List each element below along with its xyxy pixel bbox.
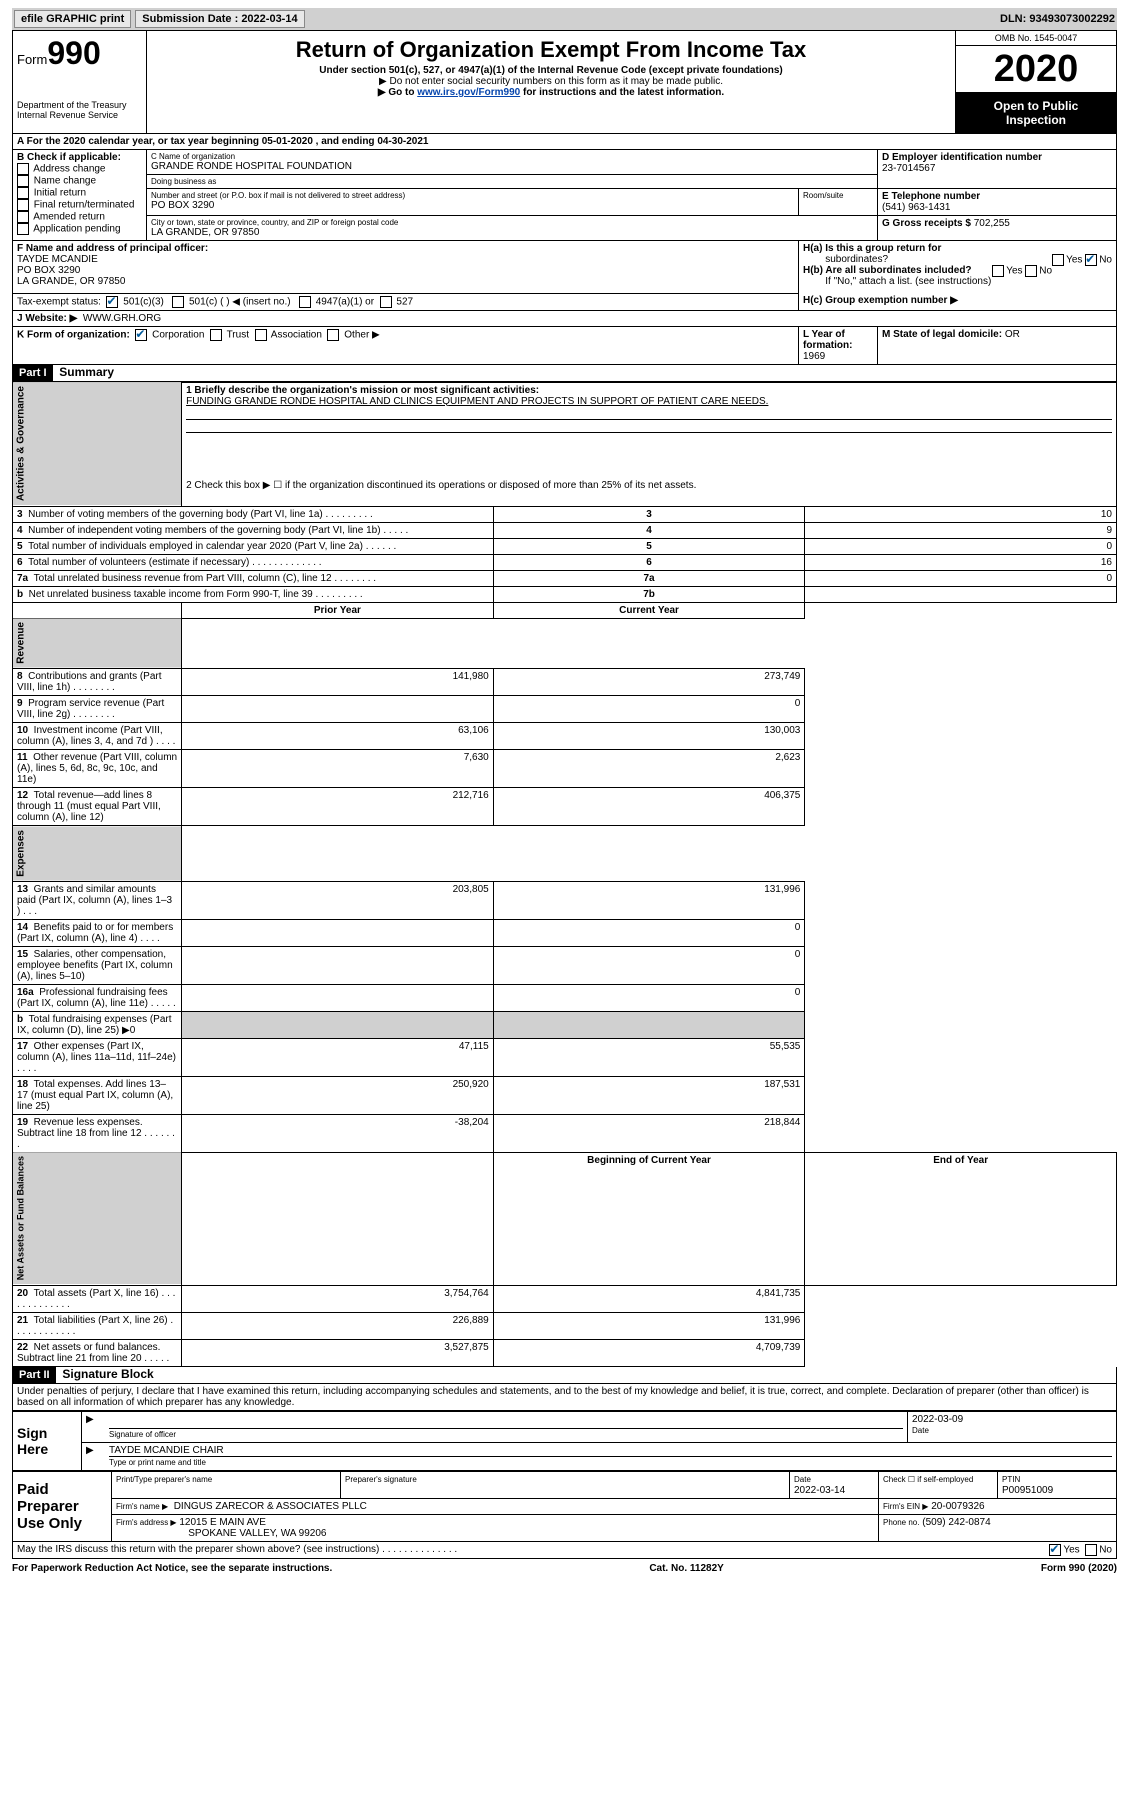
revenue-row: 11 Other revenue (Part VIII, column (A),…: [13, 750, 1117, 788]
ein: 23-7014567: [882, 163, 1112, 174]
street: PO BOX 3290: [151, 200, 794, 211]
label-expenses: Expenses: [13, 826, 182, 882]
top-toolbar: efile GRAPHIC print Submission Date : 20…: [12, 8, 1117, 30]
gov-row: 3 Number of voting members of the govern…: [13, 506, 1117, 522]
box-b-item[interactable]: Final return/terminated: [17, 199, 142, 211]
footer-left: For Paperwork Reduction Act Notice, see …: [12, 1563, 332, 1574]
sig-date: 2022-03-09: [912, 1414, 1112, 1425]
revenue-row: 9 Program service revenue (Part VIII, li…: [13, 696, 1117, 723]
box-b-title: B Check if applicable:: [17, 152, 142, 163]
box-b-item[interactable]: Amended return: [17, 211, 142, 223]
footer-right: Form 990 (2020): [1041, 1563, 1117, 1574]
expense-row: 14 Benefits paid to or for members (Part…: [13, 919, 1117, 946]
netassets-row: 22 Net assets or fund balances. Subtract…: [13, 1340, 1117, 1367]
officer-addr2: LA GRANDE, OR 97850: [17, 276, 794, 287]
paid-preparer-label: Paid Preparer Use Only: [13, 1472, 112, 1542]
box-f-label: F Name and address of principal officer:: [17, 243, 794, 254]
type-print-label: Type or print name and title: [109, 1458, 206, 1467]
sign-here-label: Sign Here: [13, 1412, 82, 1471]
entity-info-table: B Check if applicable: Address change Na…: [12, 149, 1117, 365]
gov-row: 5 Total number of individuals employed i…: [13, 538, 1117, 554]
submission-date-button[interactable]: Submission Date : 2022-03-14: [135, 10, 304, 28]
col-end: End of Year: [805, 1152, 1117, 1285]
box-g-label: G Gross receipts $: [882, 218, 971, 229]
gov-row: b Net unrelated business taxable income …: [13, 586, 1117, 602]
dln-label: DLN: 93493073002292: [1000, 13, 1115, 25]
expense-row: 17 Other expenses (Part IX, column (A), …: [13, 1038, 1117, 1076]
officer-name: TAYDE MCANDIE: [17, 254, 794, 265]
open-inspection: Open to PublicInspection: [956, 93, 1116, 133]
revenue-row: 12 Total revenue—add lines 8 through 11 …: [13, 788, 1117, 826]
col-prior: Prior Year: [182, 602, 494, 618]
footer-mid: Cat. No. 11282Y: [649, 1563, 723, 1574]
part2-title: Signature Block: [62, 1367, 153, 1381]
dba-label: Doing business as: [151, 177, 873, 186]
box-b-item[interactable]: Name change: [17, 175, 142, 187]
q2: 2 Check this box ▶ ☐ if the organization…: [182, 478, 1117, 506]
dept-treasury: Department of the TreasuryInternal Reven…: [17, 100, 142, 120]
box-b-item[interactable]: Initial return: [17, 187, 142, 199]
box-j-label: J Website: ▶: [17, 313, 77, 324]
efile-print-button[interactable]: efile GRAPHIC print: [14, 10, 131, 28]
phone: (541) 963-1431: [882, 202, 1112, 213]
line-a: A For the 2020 calendar year, or tax yea…: [12, 134, 1117, 149]
tax-year: 2020: [956, 46, 1116, 93]
declaration: Under penalties of perjury, I declare th…: [12, 1384, 1117, 1411]
form-title: Return of Organization Exempt From Incom…: [151, 37, 951, 63]
revenue-row: 8 Contributions and grants (Part VIII, l…: [13, 669, 1117, 696]
label-governance: Activities & Governance: [13, 382, 182, 506]
room-label: Room/suite: [803, 191, 873, 200]
expense-row: 19 Revenue less expenses. Subtract line …: [13, 1114, 1117, 1152]
city-label: City or town, state or province, country…: [151, 218, 873, 227]
officer-addr1: PO BOX 3290: [17, 265, 794, 276]
date-label: Date: [912, 1426, 929, 1435]
form-prefix: Form: [17, 52, 47, 67]
label-netassets: Net Assets or Fund Balances: [13, 1152, 182, 1285]
box-b-item[interactable]: Address change: [17, 163, 142, 175]
summary-table: Activities & Governance 1 Briefly descri…: [12, 382, 1117, 1368]
revenue-row: 10 Investment income (Part VIII, column …: [13, 723, 1117, 750]
expense-row: 18 Total expenses. Add lines 13–17 (must…: [13, 1076, 1117, 1114]
signature-table: Sign Here ▶ Signature of officer 2022-03…: [12, 1411, 1117, 1471]
subtitle-2: ▶ Do not enter social security numbers o…: [151, 76, 951, 87]
city: LA GRANDE, OR 97850: [151, 227, 873, 238]
gross-receipts: 702,255: [974, 218, 1010, 229]
preparer-table: Paid Preparer Use Only Print/Type prepar…: [12, 1471, 1117, 1559]
part2-header: Part II: [13, 1367, 56, 1383]
officer-name-title: TAYDE MCANDIE CHAIR: [109, 1445, 1112, 1457]
expense-row: b Total fundraising expenses (Part IX, c…: [13, 1011, 1117, 1038]
box-e-label: E Telephone number: [882, 191, 1112, 202]
instructions-link[interactable]: www.irs.gov/Form990: [417, 87, 520, 98]
website: WWW.GRH.ORG: [83, 313, 161, 324]
gov-row: 4 Number of independent voting members o…: [13, 522, 1117, 538]
subtitle-3: ▶ Go to www.irs.gov/Form990 for instruct…: [151, 87, 951, 98]
org-name: GRANDE RONDE HOSPITAL FOUNDATION: [151, 161, 873, 172]
expense-row: 13 Grants and similar amounts paid (Part…: [13, 881, 1117, 919]
netassets-row: 20 Total assets (Part X, line 16) . . . …: [13, 1286, 1117, 1313]
box-k-label: K Form of organization:: [17, 329, 130, 340]
gov-row: 7a Total unrelated business revenue from…: [13, 570, 1117, 586]
omb-number: OMB No. 1545-0047: [956, 31, 1116, 46]
expense-row: 15 Salaries, other compensation, employe…: [13, 946, 1117, 984]
footer: For Paperwork Reduction Act Notice, see …: [12, 1559, 1117, 1574]
col-current: Current Year: [493, 602, 805, 618]
form-number: 990: [47, 35, 100, 71]
part1-header: Part I: [13, 365, 53, 381]
expense-row: 16a Professional fundraising fees (Part …: [13, 984, 1117, 1011]
form-header: Form990 Department of the TreasuryIntern…: [12, 30, 1117, 134]
mission: FUNDING GRANDE RONDE HOSPITAL AND CLINIC…: [186, 396, 1112, 407]
netassets-row: 21 Total liabilities (Part X, line 26) .…: [13, 1313, 1117, 1340]
box-c-label: C Name of organization: [151, 152, 873, 161]
subtitle-1: Under section 501(c), 527, or 4947(a)(1)…: [151, 65, 951, 76]
box-b-item[interactable]: Application pending: [17, 223, 142, 235]
street-label: Number and street (or P.O. box if mail i…: [151, 191, 794, 200]
part1-title: Summary: [59, 365, 114, 379]
sig-officer-label: Signature of officer: [109, 1430, 176, 1439]
q1-label: 1 Briefly describe the organization's mi…: [186, 385, 1112, 396]
col-begin: Beginning of Current Year: [493, 1152, 805, 1285]
gov-row: 6 Total number of volunteers (estimate i…: [13, 554, 1117, 570]
box-i-label: Tax-exempt status:: [17, 296, 101, 307]
label-revenue: Revenue: [13, 618, 182, 669]
box-d-label: D Employer identification number: [882, 152, 1112, 163]
